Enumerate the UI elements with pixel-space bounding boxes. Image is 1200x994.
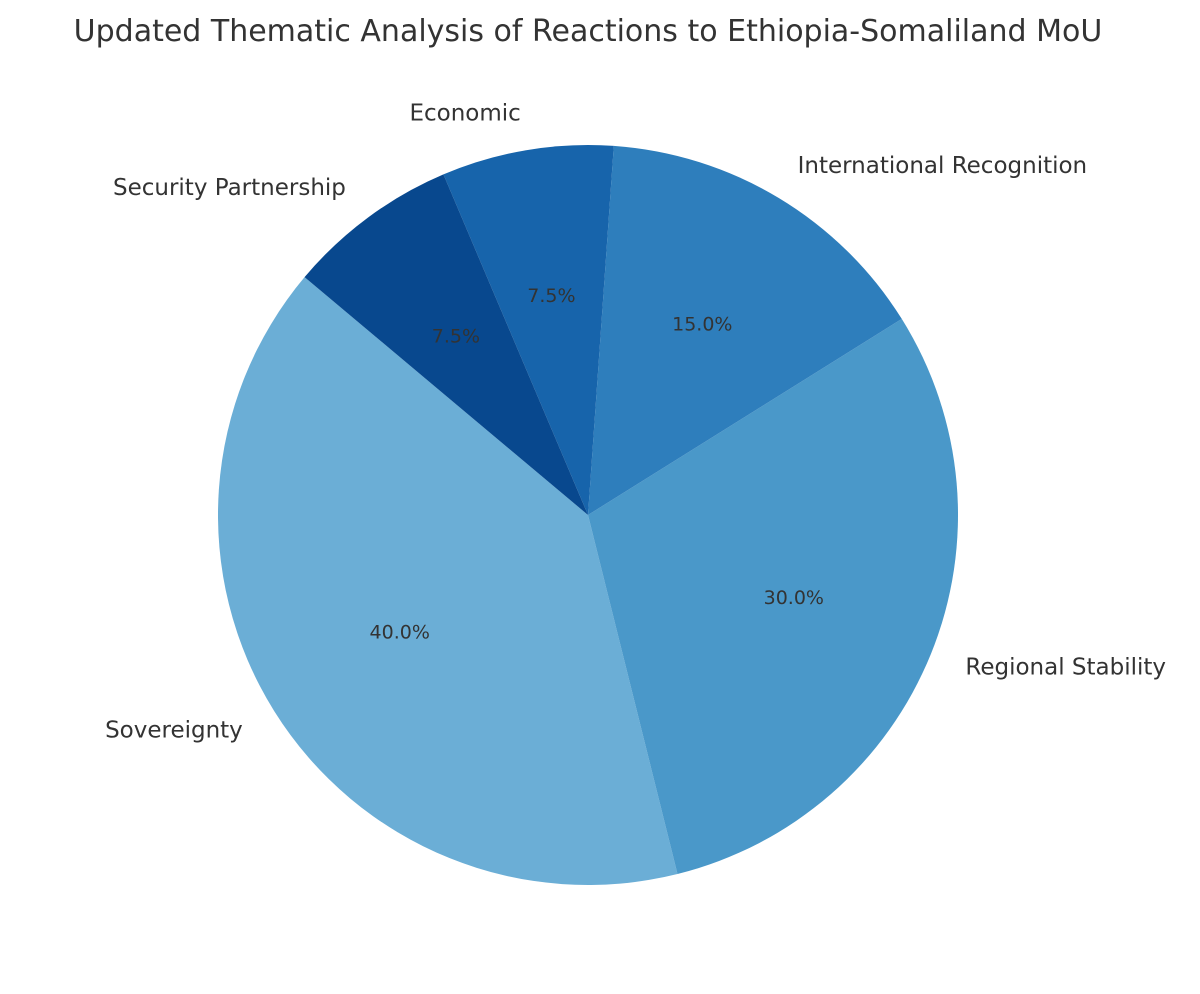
pie-slices bbox=[217, 144, 959, 886]
pie-slice-international-recognition bbox=[588, 145, 902, 515]
slice-pct-economic: 7.5% bbox=[527, 285, 575, 307]
slice-pct-international-recognition: 15.0% bbox=[672, 314, 732, 336]
chart-title: Updated Thematic Analysis of Reactions t… bbox=[74, 14, 1103, 49]
pie-slice-economic bbox=[443, 144, 614, 515]
slice-label-economic: Economic bbox=[409, 101, 520, 127]
pie-slice-regional-stability bbox=[588, 318, 959, 875]
slice-pct-regional-stability: 30.0% bbox=[764, 587, 824, 609]
slice-label-regional-stability: Regional Stability bbox=[965, 655, 1166, 681]
slice-label-international-recognition: International Recognition bbox=[798, 153, 1088, 179]
pie-slice-sovereignty bbox=[217, 277, 678, 886]
pie-slice-security-partnership bbox=[304, 174, 588, 515]
slice-label-sovereignty: Sovereignty bbox=[105, 718, 243, 744]
slice-label-security-partnership: Security Partnership bbox=[113, 175, 346, 201]
pie-labels: Sovereignty 40.0% Regional Stability 30.0% I… bbox=[105, 101, 1166, 744]
slice-pct-sovereignty: 40.0% bbox=[370, 622, 430, 644]
slice-pct-security-partnership: 7.5% bbox=[432, 326, 480, 348]
